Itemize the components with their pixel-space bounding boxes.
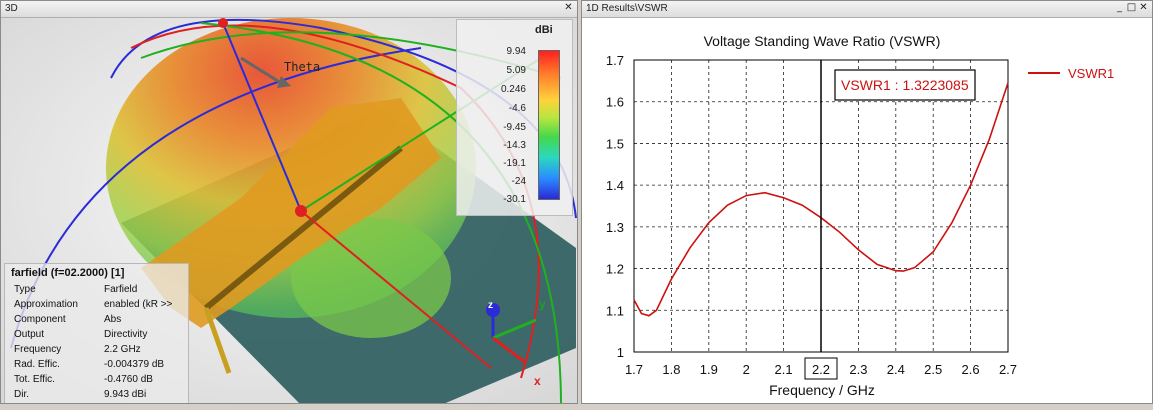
x-tick-label: 2.7 [999,362,1017,377]
z-axis-label: z [488,300,493,311]
vswr-1d-panel[interactable]: 1D Results\VSWR _ □ ✕ Voltage Standing W… [581,0,1153,404]
x-tick-label: 2.6 [962,362,980,377]
legend-tick: -19.1 [503,158,526,169]
y-tick-label: 1.7 [606,53,624,68]
maximize-icon[interactable]: □ [1126,2,1137,13]
x-tick-label: 2.3 [849,362,867,377]
legend-tick: -24 [511,176,526,187]
x-tick-label: 1.8 [662,362,680,377]
x-axis-label: x [534,374,541,388]
pane-3d-titlebar: 3D ✕ [1,1,577,18]
y-tick-label: 1.6 [606,95,624,110]
colorbar [538,50,560,200]
x-tick-label: 2 [743,362,750,377]
minimize-icon[interactable]: _ [1117,2,1122,13]
x-tick-label: 2.2 [812,362,830,377]
legend-tick: 0.246 [500,84,526,95]
x-tick-label: 2.5 [924,362,942,377]
x-tick-label: 1.9 [700,362,718,377]
marker-readout: VSWR1 : 1.3223085 [841,77,969,93]
pane-3d-title: 3D [5,3,18,14]
x-axis-title: Frequency / GHz [769,382,875,398]
legend-tick: 5.09 [506,65,526,76]
farfield-3d-panel[interactable]: 3D ✕ [0,0,578,404]
y-axis [492,318,537,340]
vswr-chart[interactable]: Voltage Standing Wave Ratio (VSWR) 11.11… [582,18,1152,403]
antenna-patch [141,98,441,328]
antenna-slot [204,145,403,311]
series-line-vswr1 [633,82,1009,317]
legend-tick: -4.6 [508,103,526,114]
y-tick-label: 1.5 [606,136,624,151]
colorbar-legend: dBi 9.94 5.09 0.246 -4.6 -9.45 -14.3 -19… [456,19,573,216]
farfield-info-box: farfield (f=02.2000) [1] Type Farfield Ap… [4,263,189,403]
origin-marker [295,205,307,217]
legend-label-vswr1: VSWR1 [1068,66,1114,81]
legend-tick: -14.3 [503,140,526,151]
y-tick-label: 1.1 [606,303,624,318]
y-tick-label: 1.4 [606,178,624,193]
legend-tick: -9.45 [503,122,526,133]
x-tick-label: 2.4 [887,362,905,377]
x-tick-label: 1.7 [625,362,643,377]
y-axis-label: y [539,297,546,311]
pane-1d-title: 1D Results\VSWR [586,3,668,14]
legend-unit: dBi [535,24,553,36]
chart-title: Voltage Standing Wave Ratio (VSWR) [704,33,941,49]
theta-label: Theta [284,60,320,74]
marker-x-box [804,357,838,380]
y-ticks: 1 1.1 1.2 1.3 1.4 1.5 1.6 1.7 [606,53,624,360]
legend-tick: -30.1 [503,194,526,205]
y-tick-label: 1 [617,345,624,360]
y-tick-label: 1.3 [606,220,624,235]
y-tick-label: 1.2 [606,262,624,277]
marker-readout-box [834,69,976,101]
pane-1d-titlebar: 1D Results\VSWR _ □ ✕ [582,1,1152,18]
x-tick-label: 2.1 [775,362,793,377]
x-axis [492,336,527,365]
x-ticks: 1.7 1.8 1.9 2 2.1 2.2 2.3 2.4 2.5 2.6 2.7 [625,362,1017,377]
close-icon[interactable]: ✕ [1139,2,1148,13]
close-icon[interactable]: ✕ [564,2,573,13]
info-header: farfield (f=02.2000) [1] [11,267,125,279]
legend-tick: 9.94 [506,46,526,57]
